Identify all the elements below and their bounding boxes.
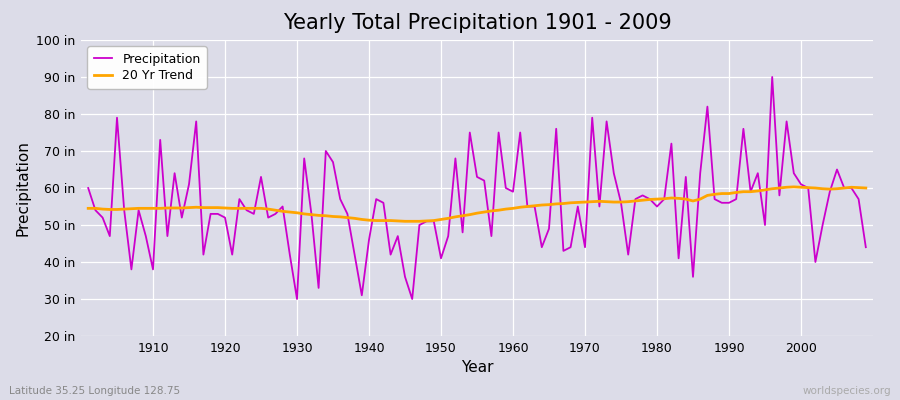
Precipitation (515, 130, 526, 135)
20 Yr Trend (342, 215, 353, 220)
Precipitation (140, 234, 151, 238)
20 Yr Trend (860, 186, 871, 190)
Precipitation (306, 212, 317, 216)
20 Yr Trend (400, 219, 410, 224)
20 Yr Trend (299, 212, 310, 216)
Precipitation (292, 296, 302, 302)
Precipitation (767, 74, 778, 79)
20 Yr Trend (601, 199, 612, 204)
Text: worldspecies.org: worldspecies.org (803, 386, 891, 396)
Precipitation (601, 119, 612, 124)
Y-axis label: Precipitation: Precipitation (15, 140, 31, 236)
20 Yr Trend (508, 206, 518, 211)
20 Yr Trend (83, 206, 94, 211)
20 Yr Trend (140, 206, 151, 211)
Precipitation (508, 189, 518, 194)
Line: Precipitation: Precipitation (88, 77, 866, 299)
Line: 20 Yr Trend: 20 Yr Trend (88, 187, 866, 221)
20 Yr Trend (515, 205, 526, 210)
Precipitation (83, 186, 94, 190)
Text: Latitude 35.25 Longitude 128.75: Latitude 35.25 Longitude 128.75 (9, 386, 180, 396)
20 Yr Trend (788, 184, 799, 189)
X-axis label: Year: Year (461, 360, 493, 375)
Title: Yearly Total Precipitation 1901 - 2009: Yearly Total Precipitation 1901 - 2009 (283, 13, 671, 33)
Precipitation (860, 245, 871, 250)
Precipitation (349, 252, 360, 257)
Legend: Precipitation, 20 Yr Trend: Precipitation, 20 Yr Trend (87, 46, 207, 88)
